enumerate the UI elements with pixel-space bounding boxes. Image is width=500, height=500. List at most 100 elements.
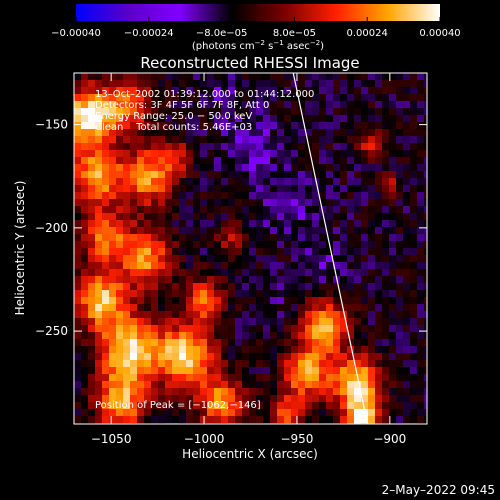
image-pixel (263, 360, 271, 368)
image-pixel (137, 136, 145, 144)
image-pixel (172, 262, 180, 270)
image-pixel (214, 360, 222, 368)
image-pixel (319, 150, 327, 158)
image-pixel (326, 262, 334, 270)
image-pixel (375, 115, 383, 123)
image-pixel (277, 276, 285, 284)
image-pixel (200, 402, 208, 410)
image-pixel (410, 80, 418, 88)
image-pixel (319, 234, 327, 242)
image-pixel (298, 318, 306, 326)
image-pixel (396, 332, 404, 340)
annotation-energy: Energy Range: 25.0 − 50.0 keV (95, 111, 252, 122)
image-pixel (291, 374, 299, 382)
image-pixel (270, 101, 278, 109)
image-pixel (263, 150, 271, 158)
image-pixel (186, 318, 194, 326)
image-pixel (228, 80, 236, 88)
image-pixel (207, 122, 215, 130)
image-pixel (368, 255, 376, 263)
image-pixel (326, 381, 334, 389)
image-pixel (291, 87, 299, 95)
image-pixel (340, 213, 348, 221)
image-pixel (277, 339, 285, 347)
image-pixel (305, 136, 313, 144)
image-pixel (389, 395, 397, 403)
image-pixel (221, 318, 229, 326)
image-pixel (228, 269, 236, 277)
image-pixel (74, 164, 82, 172)
image-pixel (389, 220, 397, 228)
image-pixel (95, 304, 103, 312)
image-pixel (256, 374, 264, 382)
image-pixel (249, 171, 257, 179)
image-pixel (410, 94, 418, 102)
image-pixel (186, 346, 194, 354)
image-pixel (277, 206, 285, 214)
image-pixel (389, 164, 397, 172)
image-pixel (130, 360, 138, 368)
image-pixel (319, 409, 327, 417)
image-pixel (291, 164, 299, 172)
image-pixel (417, 255, 425, 263)
image-pixel (179, 395, 187, 403)
image-pixel (298, 87, 306, 95)
image-pixel (116, 346, 124, 354)
image-pixel (109, 108, 117, 116)
image-pixel (410, 87, 418, 95)
image-pixel (326, 73, 334, 81)
image-pixel (235, 178, 243, 186)
image-pixel (368, 206, 376, 214)
image-pixel (347, 325, 355, 333)
image-pixel (242, 129, 250, 137)
image-pixel (88, 178, 96, 186)
image-pixel (277, 297, 285, 305)
image-pixel (340, 290, 348, 298)
image-pixel (382, 325, 390, 333)
image-pixel (424, 402, 428, 410)
image-pixel (116, 388, 124, 396)
image-pixel (186, 234, 194, 242)
image-pixel (256, 143, 264, 151)
image-pixel (333, 87, 341, 95)
image-pixel (81, 276, 89, 284)
image-pixel (235, 94, 243, 102)
image-pixel (123, 101, 131, 109)
image-pixel (389, 269, 397, 277)
image-pixel (389, 325, 397, 333)
image-pixel (109, 171, 117, 179)
image-pixel (333, 73, 341, 81)
image-pixel (172, 115, 180, 123)
image-pixel (88, 311, 96, 319)
image-pixel (179, 234, 187, 242)
image-pixel (151, 164, 159, 172)
image-pixel (88, 87, 96, 95)
image-pixel (74, 199, 82, 207)
image-pixel (242, 374, 250, 382)
image-pixel (144, 171, 152, 179)
image-pixel (256, 311, 264, 319)
image-pixel (116, 395, 124, 403)
image-pixel (200, 136, 208, 144)
image-pixel (158, 388, 166, 396)
image-pixel (109, 241, 117, 249)
image-pixel (207, 311, 215, 319)
image-pixel (109, 374, 117, 382)
image-pixel (347, 388, 355, 396)
image-pixel (277, 164, 285, 172)
image-pixel (207, 192, 215, 200)
image-pixel (277, 325, 285, 333)
image-pixel (410, 171, 418, 179)
image-pixel (116, 220, 124, 228)
image-pixel (88, 227, 96, 235)
image-pixel (186, 262, 194, 270)
image-pixel (403, 115, 411, 123)
image-pixel (417, 143, 425, 151)
image-pixel (361, 332, 369, 340)
image-pixel (88, 304, 96, 312)
image-pixel (151, 339, 159, 347)
image-pixel (417, 367, 425, 375)
image-pixel (193, 185, 201, 193)
image-pixel (256, 255, 264, 263)
image-pixel (102, 283, 110, 291)
